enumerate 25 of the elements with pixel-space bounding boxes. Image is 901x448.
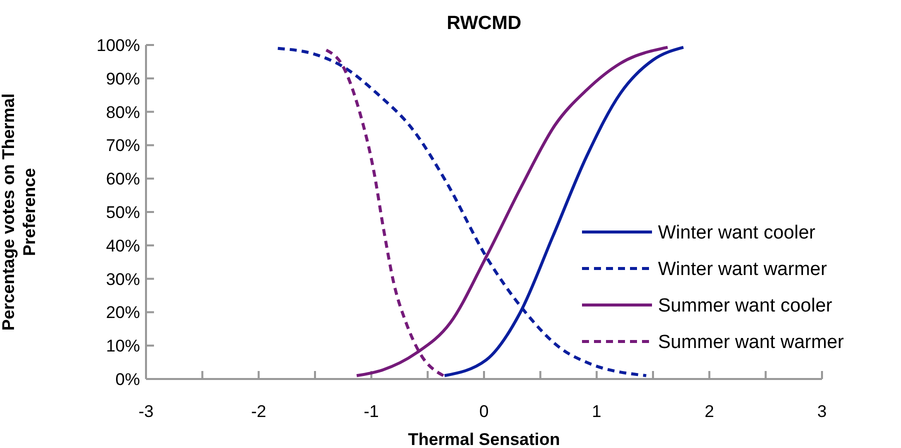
y-tick-label: 0% (115, 370, 140, 389)
x-tick-label: 0 (479, 402, 489, 421)
y-tick-label: 20% (106, 303, 140, 322)
x-axis-title: Thermal Sensation (408, 430, 560, 448)
y-tick-label: 100% (96, 36, 140, 55)
x-tick-label: 2 (704, 402, 714, 421)
legend-label: Summer want warmer (658, 332, 844, 354)
legend-label: Summer want cooler (658, 296, 833, 317)
y-tick-label: 60% (106, 170, 140, 189)
y-axis-title: Percentage votes on Thermal Preference (0, 93, 39, 331)
y-tick-label: 30% (106, 270, 140, 289)
y-tick-label: 50% (106, 202, 140, 222)
x-tick-label: 1 (592, 402, 602, 421)
x-tick-label: -1 (364, 402, 379, 421)
legend-label: Winter want cooler (658, 222, 816, 244)
y-tick-label: 10% (106, 336, 140, 356)
legend-label: Winter want warmer (658, 259, 828, 280)
x-tick-label: 3 (817, 402, 827, 421)
x-tick-label: -2 (251, 402, 266, 421)
y-tick-label: 80% (106, 102, 140, 122)
y-tick-label: 40% (106, 236, 140, 256)
chart-title: RWCMD (446, 13, 522, 34)
x-tick-label: -3 (138, 402, 154, 421)
y-tick-label: 70% (106, 136, 140, 156)
y-tick-label: 90% (106, 69, 140, 88)
